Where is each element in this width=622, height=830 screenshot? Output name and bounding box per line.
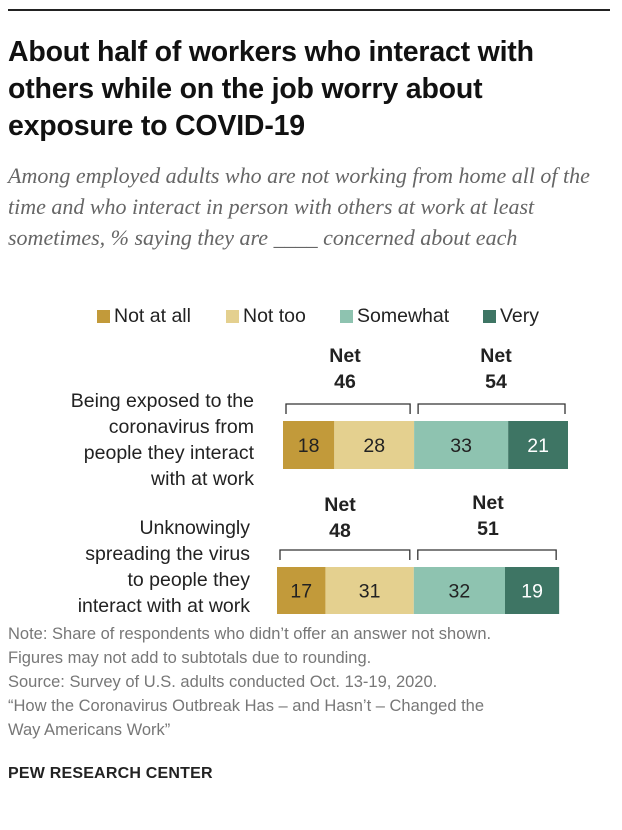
bar-segment-very (508, 421, 568, 469)
chart-subtitle: Among employed adults who are not workin… (8, 163, 590, 250)
row-label-line: people they interact (83, 442, 254, 464)
row-label-spreading: Unknowingly spreading the virus to peopl… (10, 515, 250, 619)
bar-segment-not-too (325, 567, 414, 614)
chart-notes: Note: Share of respondents who didn’t of… (8, 622, 608, 742)
bar-value-label-not-at-all: 18 (298, 435, 320, 457)
legend-item-somewhat: Somewhat (340, 303, 449, 329)
bar-value-label-not-at-all: 17 (290, 581, 312, 603)
note-line: Way Americans Work” (8, 721, 171, 739)
legend-label-not-too: Not too (243, 304, 306, 327)
bar-value-label-very: 21 (527, 435, 549, 457)
legend-item-not-too: Not too (226, 303, 306, 329)
legend-swatch-not-at-all (97, 309, 110, 323)
net-label: Net (472, 492, 504, 514)
chart-title: About half of workers who interact with … (8, 36, 534, 142)
net-value: 46 (334, 371, 356, 393)
legend-label-very: Very (500, 304, 540, 327)
note-line: Figures may not add to subtotals due to … (8, 649, 372, 667)
top-rule (8, 9, 610, 11)
legend-label-not-at-all: Not at all (114, 304, 191, 327)
net-label: Net (329, 345, 361, 367)
row-label-line: with at work (151, 468, 254, 490)
legend: Not at all Not too Somewhat Very (0, 303, 622, 329)
bar-value-label-somewhat: 32 (449, 581, 471, 603)
row-label-line: spreading the virus (85, 543, 250, 565)
row-label-line: Being exposed to the (70, 390, 254, 412)
row-label-line: to people they (127, 569, 250, 591)
net-value: 51 (477, 518, 499, 540)
bar-value-label-not-too: 28 (363, 435, 385, 457)
legend-swatch-somewhat (340, 309, 353, 323)
bar-value-label-not-too: 31 (359, 581, 381, 603)
note-line: Note: Share of respondents who didn’t of… (8, 625, 492, 643)
net-bracket-concerned (417, 549, 557, 560)
net-value: 54 (485, 371, 507, 393)
net-label: Net (324, 494, 356, 516)
bar-segment-somewhat (414, 421, 509, 469)
net-not-concerned-spreading: Net 48 (295, 492, 385, 544)
row-label-line: interact with at work (77, 595, 250, 617)
net-value: 48 (329, 520, 351, 542)
note-line: Source: Survey of U.S. adults conducted … (8, 673, 438, 691)
net-label: Net (480, 345, 512, 367)
legend-item-very: Very (483, 303, 539, 329)
bar-segment-very (505, 567, 560, 614)
bar-value-label-very: 19 (521, 581, 543, 603)
brand-name: PEW RESEARCH CENTER (8, 765, 213, 782)
bar-segment-not-at-all (283, 421, 335, 469)
legend-label-somewhat: Somewhat (357, 304, 450, 327)
bar-segment-not-too (334, 421, 415, 469)
row-label-line: coronavirus from (108, 416, 254, 438)
net-concerned-exposed: Net 54 (451, 343, 541, 395)
row-label-exposed: Being exposed to the coronavirus from pe… (10, 388, 254, 492)
net-bracket-concerned (417, 403, 566, 414)
legend-swatch-not-too (226, 309, 239, 323)
bar-value-label-somewhat: 33 (450, 435, 472, 457)
legend-item-not-at-all: Not at all (97, 303, 191, 329)
net-bracket-not-concerned (279, 549, 411, 560)
note-line: “How the Coronavirus Outbreak Has – and … (8, 697, 485, 715)
net-not-concerned-exposed: Net 46 (300, 343, 390, 395)
bar-segment-somewhat (413, 567, 505, 614)
legend-swatch-very (483, 309, 496, 323)
bar-segment-not-at-all (277, 567, 326, 614)
net-bracket-not-concerned (285, 403, 411, 414)
row-label-line: Unknowingly (139, 517, 250, 539)
net-concerned-spreading: Net 51 (443, 490, 533, 542)
